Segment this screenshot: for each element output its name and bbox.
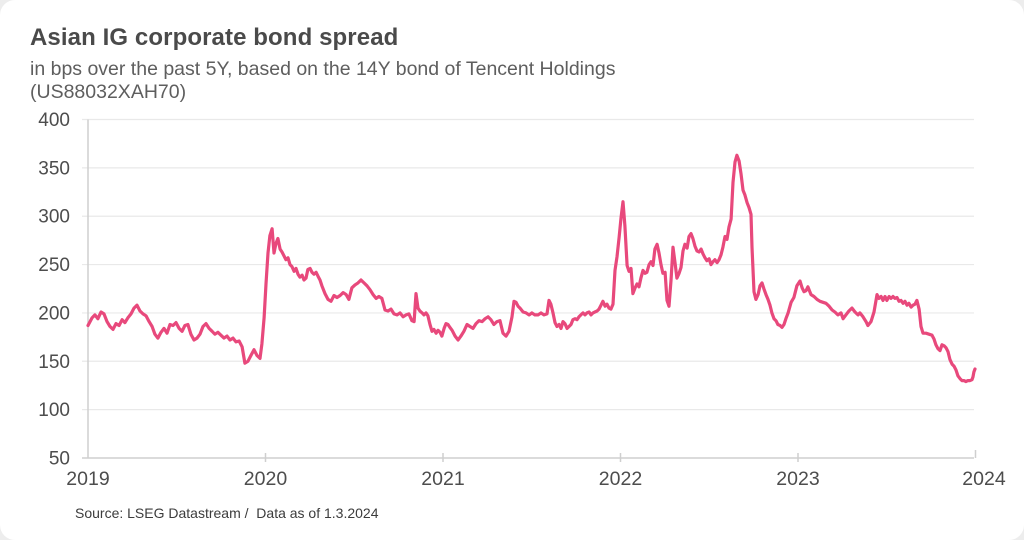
- y-axis-label-50: 50: [49, 449, 70, 470]
- x-axis-label-2023: 2023: [776, 468, 819, 490]
- y-axis-label-200: 200: [38, 303, 70, 324]
- y-axis-label-350: 350: [38, 158, 70, 179]
- x-axis-label-2022: 2022: [599, 468, 642, 490]
- x-axis-label-2024: 2024: [962, 468, 1006, 490]
- chart-title: Asian IG corporate bond spread: [30, 24, 399, 51]
- source-note: Source: LSEG Datastream / Data as of 1.3…: [75, 505, 379, 521]
- y-axis-label-150: 150: [38, 352, 70, 373]
- y-axis-label-400: 400: [38, 110, 70, 131]
- y-axis-label-300: 300: [38, 207, 70, 228]
- x-axis-label-2021: 2021: [421, 468, 464, 490]
- spread-series-line: [86, 153, 977, 384]
- chart-subtitle-line1: in bps over the past 5Y, based on the 14…: [30, 58, 616, 80]
- y-axis-label-250: 250: [38, 255, 70, 276]
- y-axis-label-100: 100: [38, 400, 70, 421]
- x-axis-label-2019: 2019: [66, 468, 109, 490]
- chart-subtitle-line2: (US88032XAH70): [30, 81, 187, 103]
- chart-subtitle: in bps over the past 5Y, based on the 14…: [30, 58, 615, 104]
- x-axis-label-2020: 2020: [244, 468, 288, 490]
